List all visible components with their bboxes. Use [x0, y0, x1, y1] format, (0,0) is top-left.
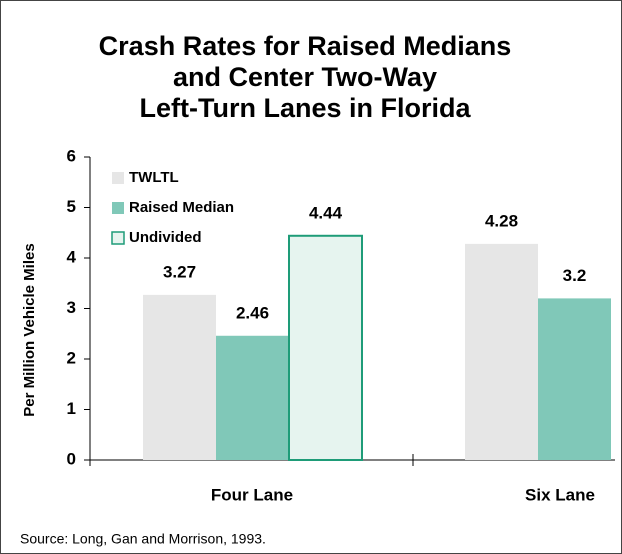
y-tick-label: 0 [67, 449, 76, 468]
data-label: 4.28 [485, 211, 518, 230]
legend-swatch [111, 231, 125, 245]
bar [288, 234, 363, 461]
legend-swatch [112, 202, 124, 214]
data-label: 3.2 [563, 266, 587, 285]
bar [143, 294, 216, 460]
chart-title: Crash Rates for Raised Medians [99, 31, 512, 61]
legend-label: Undivided [129, 229, 202, 246]
x-tick-label: Six Lane [525, 485, 595, 504]
legend-swatch [112, 172, 124, 184]
legend-label: Raised Median [129, 199, 234, 216]
data-label: 2.46 [236, 303, 269, 322]
data-label: 3.27 [163, 262, 196, 281]
y-tick-label: 4 [67, 247, 77, 266]
y-axis-label: Per Million Vehicle Miles [21, 243, 38, 416]
bar [538, 298, 611, 460]
y-tick-label: 5 [67, 197, 76, 216]
source-note: Source: Long, Gan and Morrison, 1993. [20, 531, 266, 547]
data-label: 4.44 [309, 203, 343, 222]
x-tick-label: Four Lane [211, 485, 293, 504]
bar [465, 243, 538, 460]
bar [216, 335, 289, 460]
chart-title: and Center Two-Way [173, 62, 437, 92]
y-tick-label: 3 [67, 298, 76, 317]
y-tick-label: 2 [67, 348, 76, 367]
y-tick-label: 1 [67, 399, 76, 418]
y-tick-label: 6 [67, 146, 76, 165]
chart-title: Left-Turn Lanes in Florida [139, 93, 471, 123]
legend-label: TWLTL [129, 169, 179, 186]
